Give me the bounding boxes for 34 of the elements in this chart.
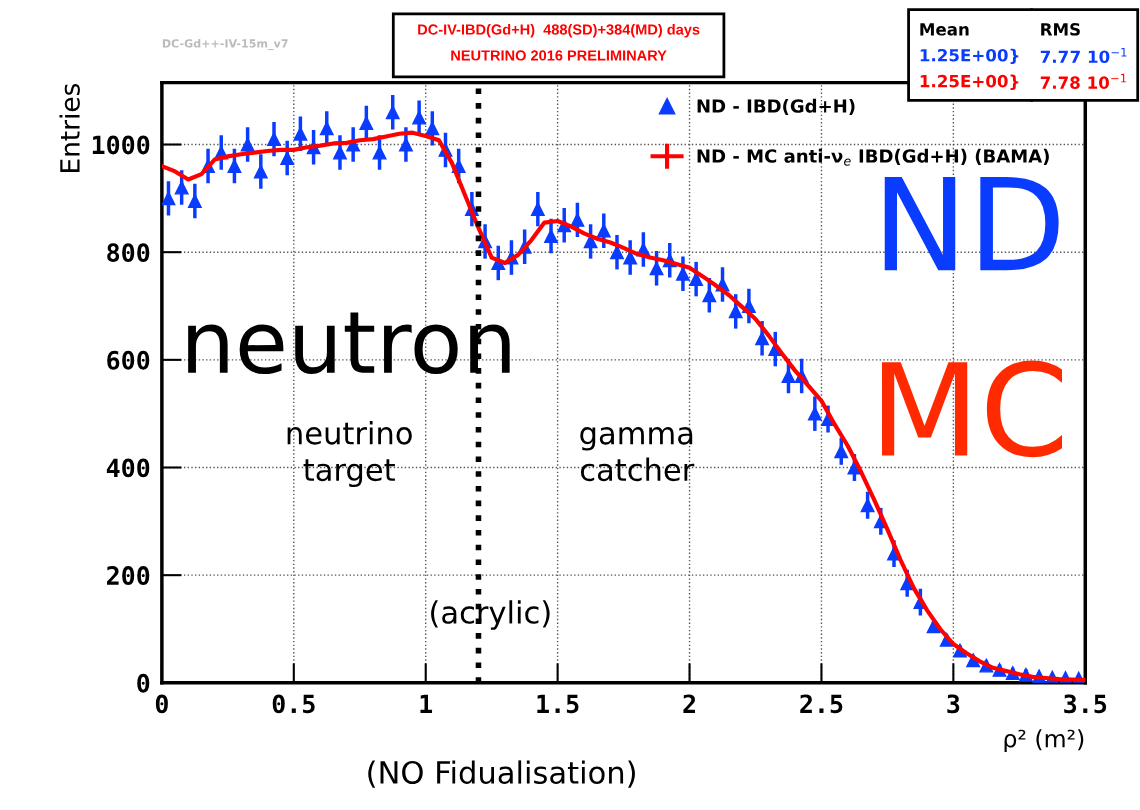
x-tick-label: 0 [155,694,168,714]
y-tick-label: 0 [137,673,150,693]
annotation: 7.78 10$^{−1}$ [1040,73,1127,89]
y-tick-label: 600 [107,350,150,370]
text: DC-Gd++-IV-15m_v7 [162,39,288,51]
y-tick-label: 400 [106,458,150,478]
text: Mean [920,23,969,36]
text: 1.25E+00} [920,48,1019,65]
annotation: (acrylic) [431,600,550,630]
x-tick-label: 0.5 [272,694,315,714]
annotation: neutron [188,312,510,375]
x-tick-label: 3.5 [1064,694,1107,714]
text: 7.77 10$^{−1}$ [1040,47,1127,64]
x-tick-label: 3 [947,694,960,714]
chart-subtitle: NEUTRINO 2016 PRELIMINARY [451,50,667,61]
x-tick-label: 1.5 [537,694,579,714]
annotation: ND [884,177,1059,271]
annotation: 1.25E+00} [920,74,1019,90]
x-tick-label: 2 [683,694,695,713]
legend-label: ND - MC anti-ν$_{e}$ IBD(Gd+H) (BAMA) [697,148,1049,166]
annotation: MC [882,360,1062,458]
annotation: gamma catcher [580,427,695,482]
text: (NO Fidualisation) [368,760,635,788]
x-tick-label: 2.5 [800,694,843,714]
chart-title: DC-IV-IBD(Gd+H) 488(SD)+384(MD) days [418,23,700,38]
y-tick-label: 200 [107,566,150,586]
annotation: neutrino target [287,421,412,488]
x-tick-label: 1 [420,694,433,713]
y-axis-title: Entries [59,83,80,172]
y-tick-label: 800 [107,243,150,263]
y-tick-label: 1000 [92,135,150,155]
text: RMS [1041,23,1080,36]
legend-label: ND - IBD(Gd+H) [697,98,855,115]
x-axis-title: ρ² (m²) [1004,729,1084,753]
